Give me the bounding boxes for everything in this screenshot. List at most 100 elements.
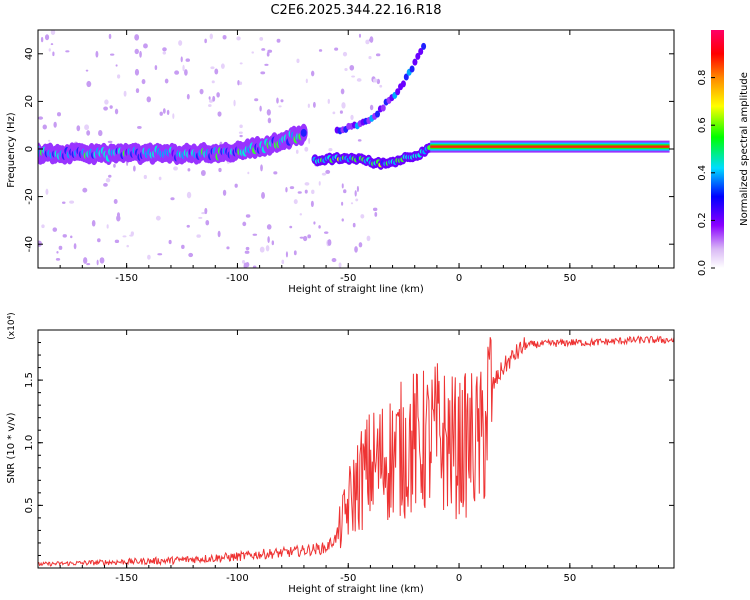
spectrogram-noise-point — [146, 96, 152, 103]
spectrogram-noise-point — [252, 233, 258, 236]
snr-x-label: Height of straight line (km) — [288, 584, 424, 595]
colorbar-gradient — [711, 30, 724, 268]
spectrogram-noise-point — [105, 178, 111, 183]
spectrogram-noise-point — [139, 50, 142, 58]
spectrogram-noise-point — [199, 88, 204, 95]
spectrogram-noise-point — [162, 47, 167, 52]
snr-y-tick-label: 1.0 — [24, 435, 35, 451]
spectrogram-noise-point — [260, 164, 263, 172]
spectrogram-noise-point — [259, 246, 265, 253]
spectrogram-x-tick-label: 0 — [456, 273, 462, 284]
spectrogram-noise-point — [109, 105, 113, 109]
colorbar-tick-label: 0.6 — [697, 117, 708, 133]
spectrogram-noise-point — [242, 221, 247, 227]
spectrogram-noise-point — [209, 33, 213, 40]
spectrogram-noise-point — [239, 134, 243, 138]
spectrogram-noise-point — [55, 257, 61, 261]
spectrogram-noise-point — [310, 70, 315, 77]
spectrogram-noise-point — [252, 265, 257, 268]
spectrogram-noise-point — [369, 104, 374, 111]
spectrogram-noise-point — [86, 80, 92, 88]
spectrogram-x-tick-label: -150 — [115, 273, 138, 284]
spectrogram-noise-point — [113, 163, 116, 168]
spectrogram-y-tick-label: -20 — [24, 188, 35, 204]
spectrogram-noise-point — [155, 215, 161, 221]
spectrogram-noise-point — [104, 99, 109, 105]
spectrogram-noise-point — [259, 36, 264, 41]
spectrogram-noise-point — [210, 66, 215, 70]
spectrogram-noise-point — [261, 191, 265, 199]
spectrogram-noise-point — [251, 51, 255, 54]
spectrogram-noise-point — [254, 98, 259, 102]
spectrogram-noise-point — [222, 189, 227, 196]
snr-y-label: SNR (10 * v/v) — [6, 412, 17, 483]
spectrogram-noise-point — [271, 240, 275, 246]
spectrogram-noise-point — [108, 174, 112, 178]
spectrogram-noise-point — [134, 34, 140, 41]
spectrogram-noise-point — [365, 39, 370, 45]
spectrogram-noise-point — [70, 235, 73, 239]
spectrogram-noise-point — [305, 78, 308, 84]
spectrogram-noise-point — [237, 79, 240, 86]
spectrogram-noise-point — [241, 260, 246, 264]
spectrogram-noise-point — [76, 125, 81, 132]
spectrogram-noise-point — [243, 262, 248, 268]
spectrogram-noise-point — [85, 69, 89, 72]
spectrogram-noise-point — [358, 33, 362, 38]
spectrogram-noise-point — [276, 97, 279, 104]
spectrogram-noise-point — [368, 39, 373, 42]
spectrogram-noise-point — [188, 252, 194, 258]
spectrogram-noise-point — [62, 201, 66, 204]
spectrogram-noise-point — [334, 47, 339, 51]
spectrogram-noise-point — [126, 244, 129, 248]
spectrogram-noise-point — [372, 207, 378, 212]
spectrogram-noise-point — [180, 56, 183, 63]
spectrogram-noise-point — [84, 124, 90, 131]
spectrogram-noise-point — [310, 200, 314, 208]
spectrogram-noise-point — [273, 171, 278, 175]
spectrogram-noise-point — [239, 124, 243, 129]
spectrogram-noise-point — [267, 236, 270, 244]
spectrogram-noise-point — [341, 201, 344, 206]
spectrogram-noise-point — [341, 183, 344, 189]
spectrogram-noise-point — [158, 176, 162, 181]
spectrogram-noise-point — [186, 191, 192, 199]
snr-y-ticks: 0.5 1.0 1.5 — [24, 342, 674, 556]
spectrogram-noise-point — [95, 50, 99, 58]
spectrogram-noise-point — [289, 225, 293, 229]
spectrogram-noise-point — [376, 78, 381, 85]
spectrogram-noise-point — [38, 116, 44, 120]
spectrogram-noise-point — [196, 234, 201, 238]
spectrogram-noise-point — [278, 105, 282, 108]
spectrogram-y-tick-label: -40 — [24, 236, 35, 252]
spectrogram-noise-point — [350, 114, 354, 121]
spectrogram-noise-point — [62, 234, 67, 238]
spectrogram-noise-point — [187, 168, 191, 172]
spectrogram-noise-point — [97, 238, 101, 243]
spectrogram-noise-point — [264, 63, 269, 66]
spectrogram-noise-point — [238, 131, 243, 134]
colorbar-tick-label: 0.2 — [697, 212, 708, 228]
spectrogram-noise-point — [50, 43, 54, 46]
spectrogram-noise-point — [168, 239, 172, 245]
spectrogram-noise-point — [162, 51, 167, 55]
spectrogram-noise-point — [212, 95, 216, 102]
spectrogram-noise-point — [341, 102, 346, 109]
spectrogram-x-tick-label: 50 — [563, 273, 576, 284]
spectrogram-x-tick-label: -50 — [340, 273, 356, 284]
spectrogram-noise-point — [96, 259, 99, 266]
spectrogram-noise-point — [173, 166, 178, 171]
spectrogram-noise-point — [73, 243, 77, 250]
spectrogram-noise-point — [267, 117, 272, 124]
snr-y-tick-label: 1.5 — [24, 372, 35, 388]
spectrogram-noise-point — [82, 187, 88, 193]
spectrogram-upper-branch-point — [415, 52, 421, 60]
spectrogram-noise-point — [137, 126, 142, 129]
spectrogram-noise-point — [355, 198, 359, 202]
snr-x-tick-label: 0 — [456, 573, 462, 584]
spectrogram-upper-branch-point — [403, 73, 409, 81]
spectrogram-noise-point — [261, 48, 266, 51]
spectrogram-carrier-core — [430, 145, 670, 148]
spectrogram-noise-point — [154, 65, 158, 70]
spectrogram-y-tick-label: 0 — [24, 146, 35, 152]
